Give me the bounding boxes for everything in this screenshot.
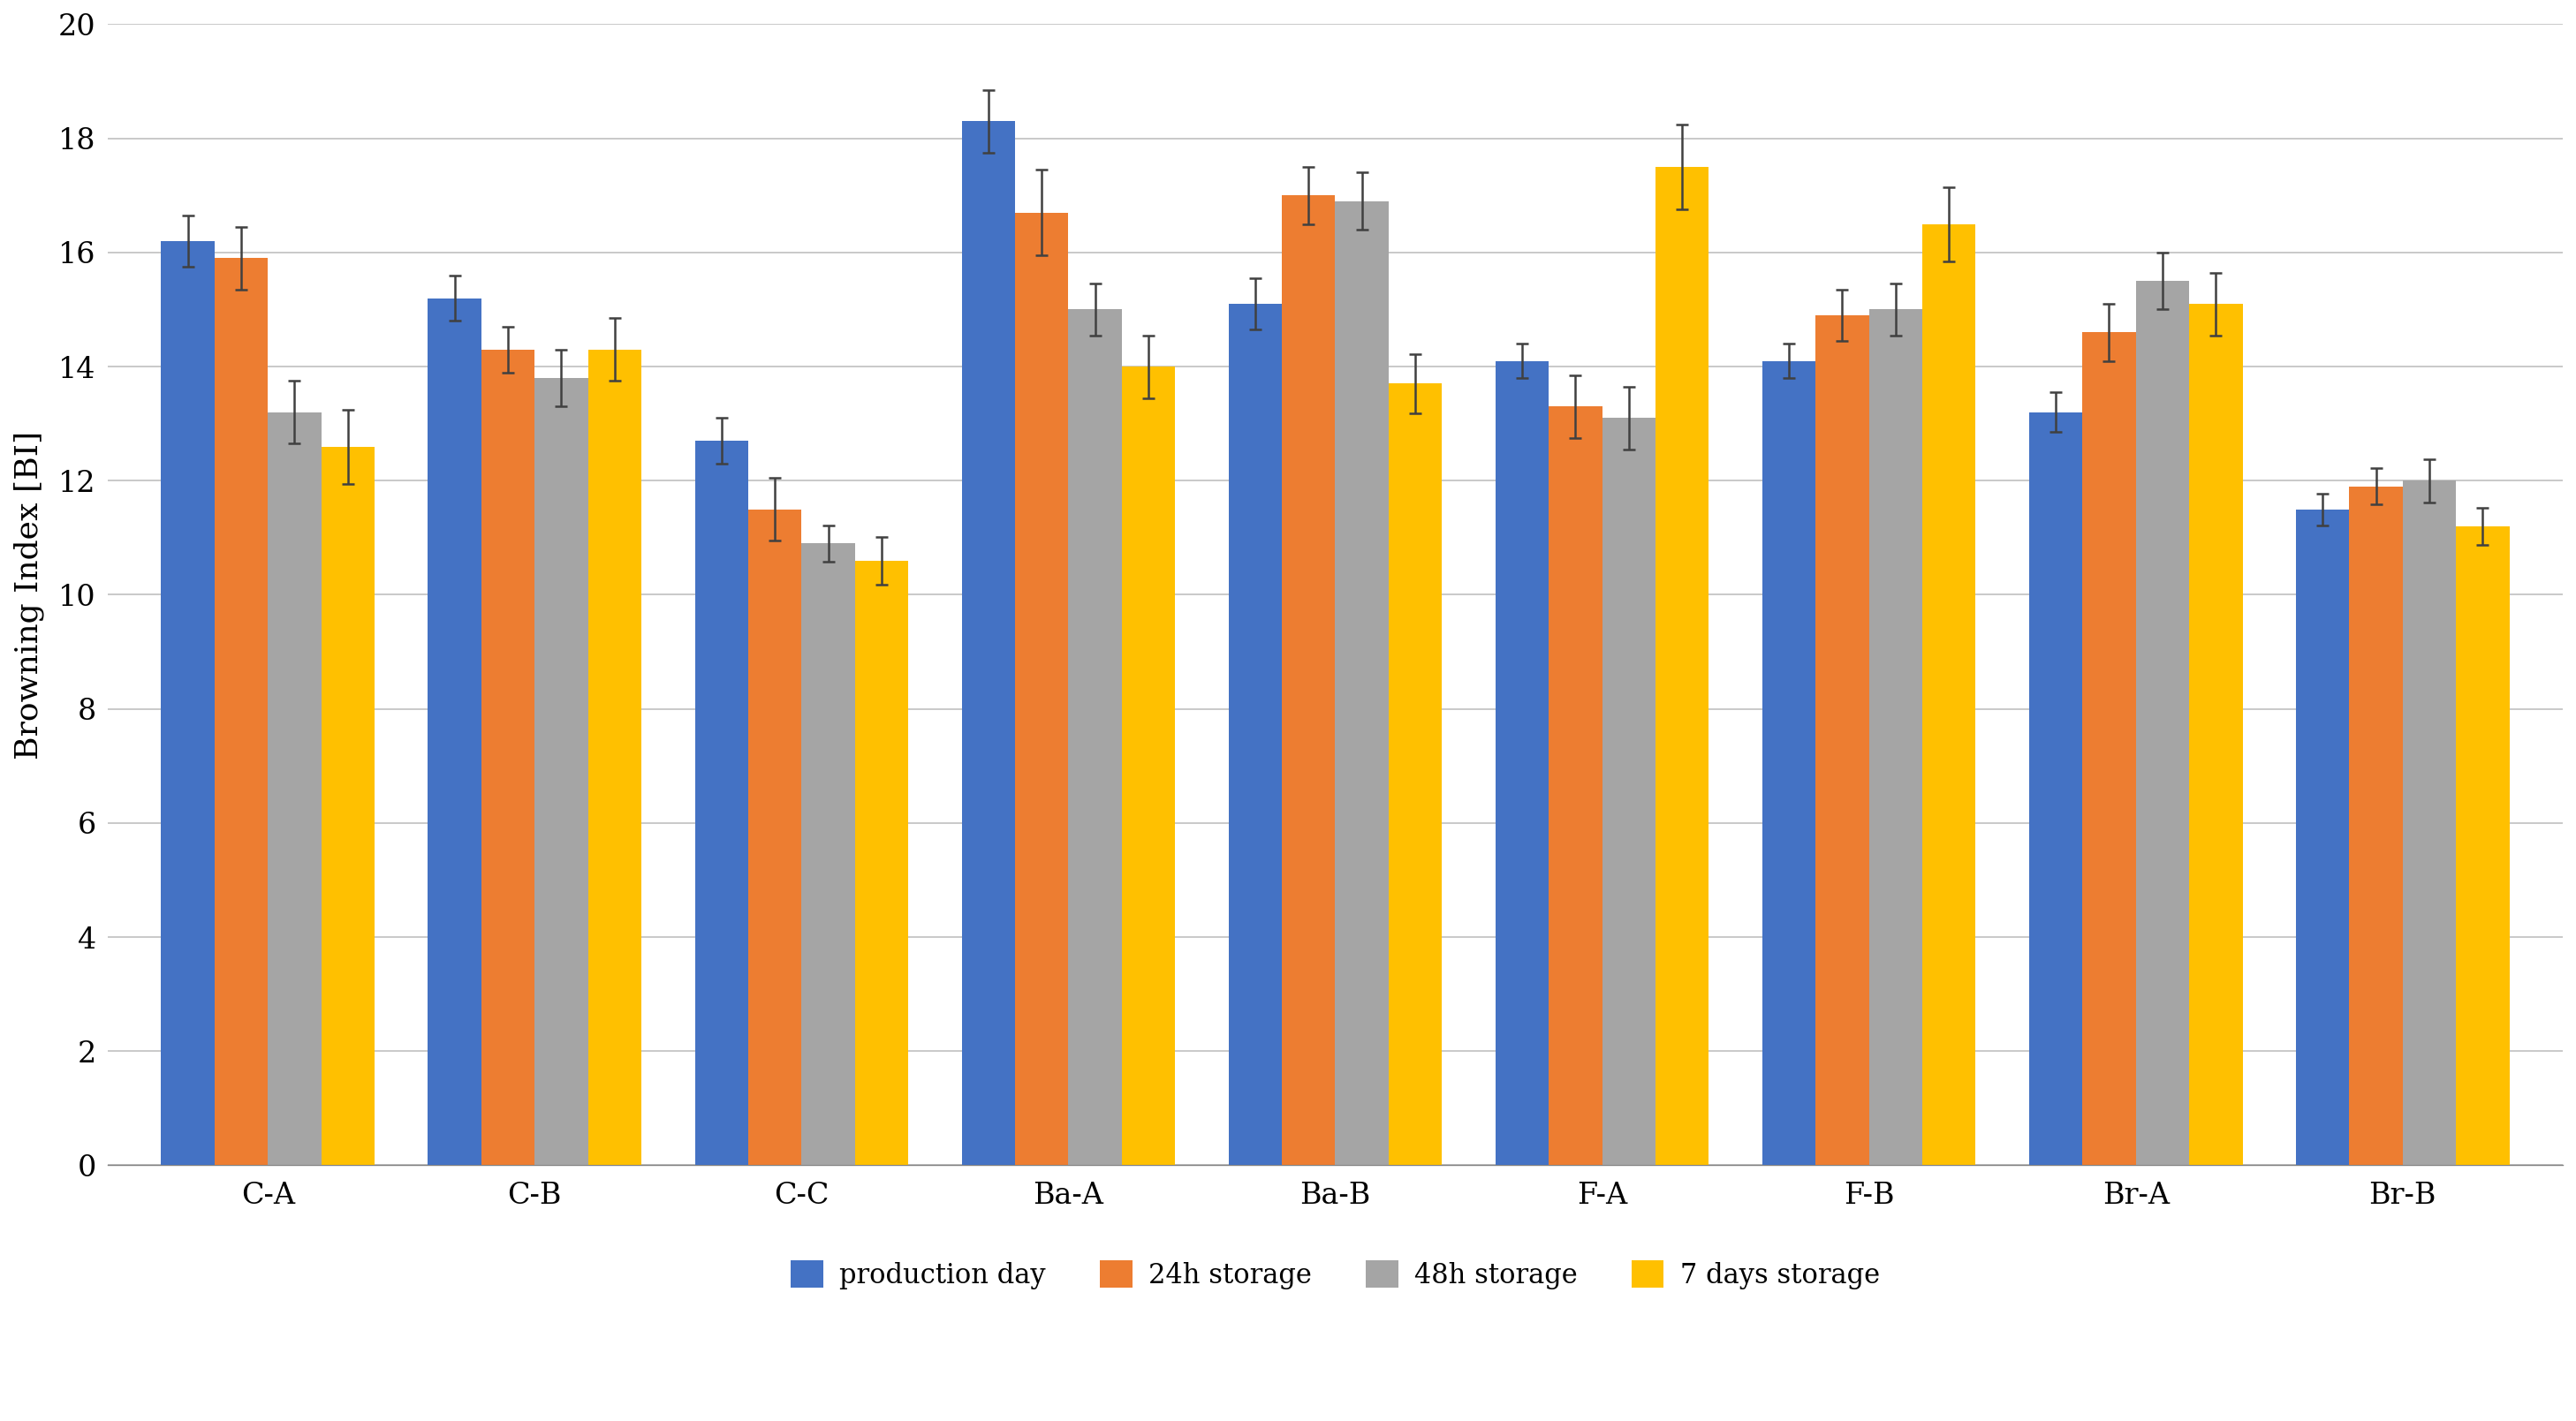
Bar xyxy=(268,412,322,1165)
Bar xyxy=(1069,310,1121,1165)
Y-axis label: Browning Index [BI]: Browning Index [BI] xyxy=(13,431,44,759)
Bar xyxy=(2030,412,2081,1165)
Bar xyxy=(1922,225,1976,1165)
Bar xyxy=(2136,281,2190,1165)
Bar xyxy=(1656,166,1708,1165)
Bar xyxy=(855,560,909,1165)
Bar xyxy=(587,350,641,1165)
Bar xyxy=(1762,361,1816,1165)
Bar xyxy=(322,446,374,1165)
Bar xyxy=(1229,304,1283,1165)
Bar xyxy=(1388,384,1443,1165)
Bar xyxy=(536,378,587,1165)
Bar xyxy=(2403,480,2455,1165)
Bar xyxy=(2295,509,2349,1165)
Bar xyxy=(1494,361,1548,1165)
Bar xyxy=(1283,196,1334,1165)
Bar xyxy=(696,441,747,1165)
Bar xyxy=(2349,486,2403,1165)
Bar xyxy=(1015,213,1069,1165)
Bar xyxy=(1334,202,1388,1165)
Bar xyxy=(1816,315,1870,1165)
Bar xyxy=(2190,304,2244,1165)
Bar xyxy=(214,259,268,1165)
Bar xyxy=(428,298,482,1165)
Bar xyxy=(2455,526,2509,1165)
Legend: production day, 24h storage, 48h storage, 7 days storage: production day, 24h storage, 48h storage… xyxy=(781,1249,1891,1300)
Bar xyxy=(1548,406,1602,1165)
Bar xyxy=(1870,310,1922,1165)
Bar xyxy=(747,509,801,1165)
Bar xyxy=(1121,367,1175,1165)
Bar xyxy=(482,350,536,1165)
Bar xyxy=(2081,333,2136,1165)
Bar xyxy=(801,543,855,1165)
Bar xyxy=(162,242,214,1165)
Bar xyxy=(1602,418,1656,1165)
Bar xyxy=(961,121,1015,1165)
